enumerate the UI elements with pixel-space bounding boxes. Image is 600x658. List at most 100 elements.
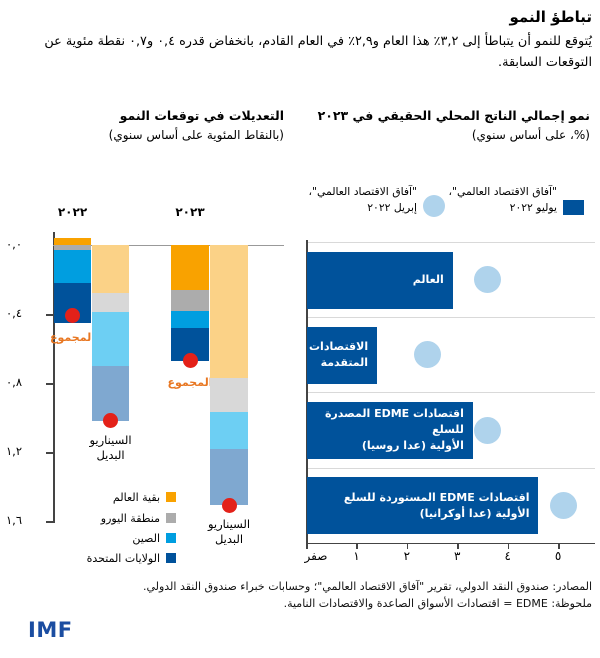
united-states-swatch-icon xyxy=(166,553,176,563)
legend-april-label: "آفاق الاقتصاد العالمي"، إبريل ٢٠٢٢ xyxy=(297,184,417,215)
x-tick-mark xyxy=(356,542,358,549)
china-label: الصين xyxy=(132,531,160,545)
bar-edme_exporters xyxy=(306,401,473,459)
legend-april-label-line1: "آفاق الاقتصاد العالمي"، xyxy=(308,185,417,198)
bar-label-advanced: الاقتصادات المتقدمة xyxy=(307,327,378,384)
y-tick-label: ٠,٤ xyxy=(6,306,23,320)
legend-april-label-line2: إبريل ٢٠٢٢ xyxy=(367,200,417,214)
x-tick-label: ٢ xyxy=(403,549,411,563)
gridline xyxy=(306,392,595,394)
legend-july-label-line2: يوليو ٢٠٢٢ xyxy=(509,200,557,214)
rest-of-world-label: بقية العالم xyxy=(112,490,160,504)
right-chart-title: نمو إجمالي الناتج المحلي الحقيقي في ٢٠٢٣ xyxy=(317,108,590,123)
bar-world xyxy=(306,251,453,309)
april-dot-edme_importers xyxy=(549,491,577,519)
legend-july-label-line1: "آفاق الاقتصاد العالمي"، xyxy=(448,185,557,198)
legend-rest-of-world: بقية العالم xyxy=(40,490,176,504)
gridline xyxy=(306,317,595,319)
stack-segment-euro_area-baseline xyxy=(54,245,91,251)
left-y-axis-line xyxy=(53,232,55,523)
right-x-axis-line xyxy=(306,542,595,545)
china-swatch-icon xyxy=(166,533,176,543)
bar-label-line: العالم xyxy=(412,273,444,286)
left-chart-title: التعديلات في توقعات النمو xyxy=(119,108,284,123)
stack-segment-united_states-alternative xyxy=(210,448,248,506)
legend-april-circle-icon xyxy=(423,195,445,217)
bar-label-line: الاقتصادات xyxy=(309,340,369,354)
x-tick-label: ٤ xyxy=(504,549,511,563)
x-tick-label: صفر xyxy=(304,549,328,563)
x-tick-mark xyxy=(306,542,308,549)
stack-segment-euro_area-baseline xyxy=(171,289,209,311)
figure-subtitle: يُتوقع للنمو أن يتباطأ إلى ٣,٢٪ هذا العا… xyxy=(44,34,592,71)
total-dot-baseline xyxy=(65,308,80,324)
april-dot-advanced xyxy=(413,341,441,369)
stack-segment-united_states-alternative xyxy=(92,365,129,421)
left-zero-line xyxy=(53,244,284,246)
left-chart-subtitle: (بالنقاط المئوية على أساس سنوي) xyxy=(108,128,284,142)
total-label: المجموع xyxy=(50,330,95,344)
bar-label-line: الأولية (عدا روسيا) xyxy=(361,439,464,453)
year-label: ٢٠٢٣ xyxy=(175,205,205,219)
right-chart-subtitle: (%، على أساس سنوي) xyxy=(471,128,590,142)
total-dot-alternative xyxy=(103,413,118,429)
alternative-scenario-label: السيناريو البديل xyxy=(207,517,251,547)
euro-area-label: منطقة اليورو xyxy=(100,511,160,525)
april-dot-world xyxy=(474,266,502,294)
x-tick-label: ٥ xyxy=(554,549,562,563)
stack-segment-china-baseline xyxy=(54,250,91,283)
x-tick-mark xyxy=(457,542,459,549)
bar-label-edme_importers: اقتصادات EDME المستوردة للسلع الأولية (عد… xyxy=(307,477,539,534)
legend-july-square-icon xyxy=(563,200,584,215)
year-label: ٢٠٢٢ xyxy=(57,205,88,219)
stack-segment-rest_of_world-alternative xyxy=(210,245,248,378)
legend-china: الصين xyxy=(40,531,176,545)
stack-segment-china-alternative xyxy=(210,412,248,449)
stack-segment-rest_of_world-baseline xyxy=(171,245,209,290)
figure-title: تباطؤ النمو xyxy=(509,8,593,26)
bar-label-world: العالم xyxy=(307,252,453,309)
stack-segment-china-baseline xyxy=(171,310,209,328)
stack-segment-rest_of_world-baseline xyxy=(54,238,91,245)
y-tick-label: ٠,٠ xyxy=(6,237,23,251)
bar-edme_importers xyxy=(306,477,539,535)
x-tick-mark xyxy=(507,542,510,549)
alternative-scenario-label: السيناريو البديل xyxy=(89,432,132,462)
legend-united-states: الولايات المتحدة xyxy=(40,551,176,565)
note-text: ملحوظة: EDME = اقتصادات الأسواق الصاعدة … xyxy=(283,597,592,610)
y-tick-label: ١,٢ xyxy=(6,444,23,458)
y-tick-mark xyxy=(46,383,54,385)
stack-segment-euro_area-alternative xyxy=(210,377,248,413)
total-label: المجموع xyxy=(167,375,213,389)
bar-label-line: اقتصادات EDME المستوردة للسلع xyxy=(343,490,530,504)
x-tick-mark xyxy=(558,542,560,549)
stack-segment-euro_area-alternative xyxy=(92,293,129,313)
y-tick-label: ١,٦ xyxy=(6,513,23,527)
sources-text: المصادر: صندوق النقد الدولي، تقرير "آفاق… xyxy=(142,580,592,593)
legend-euro-area: منطقة اليورو xyxy=(40,511,176,525)
total-dot-alternative xyxy=(221,497,237,513)
y-tick-mark xyxy=(46,452,54,454)
rest-of-world-swatch-icon xyxy=(166,492,176,502)
x-tick-mark xyxy=(406,542,409,549)
gridline xyxy=(306,467,595,469)
gridline xyxy=(306,242,595,243)
bar-label-line: المتقدمة xyxy=(320,356,369,370)
stack-segment-china-alternative xyxy=(92,312,129,366)
right-y-axis-line xyxy=(306,240,308,544)
x-tick-label: ١ xyxy=(353,549,360,563)
united-states-label: الولايات المتحدة xyxy=(86,551,160,565)
imf-logo: IMF xyxy=(28,618,73,642)
x-tick-label: ٣ xyxy=(454,549,461,563)
april-dot-edme_exporters xyxy=(474,416,502,444)
total-dot-baseline xyxy=(182,353,198,369)
legend-july-label: "آفاق الاقتصاد العالمي"، يوليو ٢٠٢٢ xyxy=(427,184,557,215)
bar-label-line: اقتصادات EDME المصدرة للسلع xyxy=(324,407,464,437)
y-tick-label: ٠,٨ xyxy=(6,375,23,389)
y-tick-mark xyxy=(46,314,54,316)
y-tick-mark xyxy=(46,521,54,523)
bar-label-line: الأولية (عدا أوكرانيا) xyxy=(419,506,530,520)
stack-segment-rest_of_world-alternative xyxy=(92,245,129,294)
bar-advanced xyxy=(306,326,378,384)
